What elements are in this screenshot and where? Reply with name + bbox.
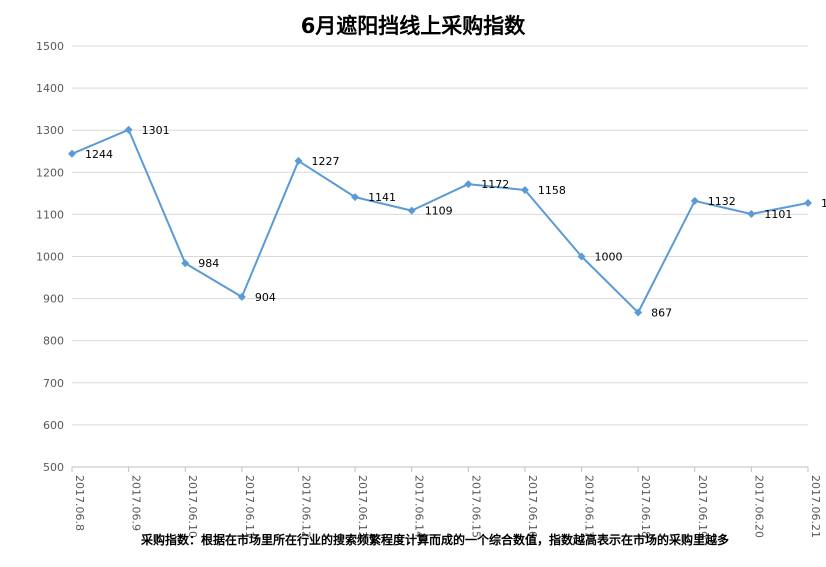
- y-tick-label: 1300: [36, 124, 64, 137]
- y-tick-label: 1000: [36, 251, 64, 264]
- x-tick-label: 2017.06.17: [583, 475, 596, 538]
- x-tick-label: 2017.06.10: [186, 475, 199, 538]
- y-tick-label: 1200: [36, 166, 64, 179]
- data-label: 1000: [595, 251, 623, 264]
- x-tick-label: 2017.06.15: [469, 475, 482, 538]
- x-tick-label: 2017.06.18: [639, 475, 652, 538]
- x-tick-label: 2017.06.21: [809, 475, 822, 538]
- data-point-marker: [464, 180, 473, 189]
- data-label: 1127: [821, 197, 826, 210]
- x-tick-label: 2017.06.11: [243, 475, 256, 538]
- data-point-marker: [804, 199, 812, 208]
- data-point-marker: [237, 292, 246, 301]
- chart-footnote: 采购指数：根据在市场里所在行业的搜索频繁程度计算而成的一个综合数值，指数越高表示…: [140, 533, 729, 547]
- series-line: [71, 128, 809, 314]
- y-tick-label: 1100: [36, 208, 64, 221]
- y-tick-label: 1500: [36, 40, 64, 53]
- chart-title: 6月遮阳挡线上采购指数: [300, 14, 526, 38]
- data-label: 1132: [708, 195, 736, 208]
- x-tick-label: 2017.06.16: [526, 475, 539, 538]
- data-label: 904: [255, 291, 276, 304]
- x-tick-label: 2017.06.9: [130, 475, 143, 531]
- data-label: 1172: [481, 178, 509, 191]
- y-tick-label: 500: [43, 461, 64, 474]
- y-tick-label: 900: [43, 293, 64, 306]
- data-point-marker: [68, 149, 76, 158]
- data-point-marker: [690, 196, 699, 205]
- data-label: 1301: [142, 124, 170, 137]
- x-tick-label: 2017.06.13: [356, 475, 369, 538]
- data-label: 984: [198, 257, 219, 270]
- data-point-marker: [634, 308, 643, 317]
- x-tick-label: 2017.06.20: [752, 475, 765, 538]
- data-label: 1227: [311, 155, 339, 168]
- data-label: 1244: [85, 148, 113, 161]
- data-point-marker: [351, 193, 360, 202]
- x-tick-label: 2017.06.19: [696, 475, 709, 538]
- data-point-marker: [747, 209, 756, 218]
- y-tick-label: 700: [43, 377, 64, 390]
- x-tick-label: 2017.06.8: [73, 475, 86, 531]
- y-tick-label: 800: [43, 335, 64, 348]
- x-tick-label: 2017.06.12: [299, 475, 312, 538]
- data-label: 1141: [368, 191, 396, 204]
- data-point-marker: [181, 259, 190, 268]
- data-label: 867: [651, 306, 672, 319]
- data-point-marker: [407, 206, 416, 215]
- y-tick-label: 600: [43, 419, 64, 432]
- data-point-marker: [294, 156, 303, 165]
- y-tick-label: 1400: [36, 82, 64, 95]
- data-label: 1101: [764, 208, 792, 221]
- data-label: 1109: [425, 205, 453, 218]
- data-label: 1158: [538, 184, 566, 197]
- x-tick-label: 2017.06.14: [413, 475, 426, 538]
- data-point-marker: [124, 125, 133, 134]
- data-point-marker: [520, 185, 529, 194]
- data-point-marker: [577, 252, 586, 261]
